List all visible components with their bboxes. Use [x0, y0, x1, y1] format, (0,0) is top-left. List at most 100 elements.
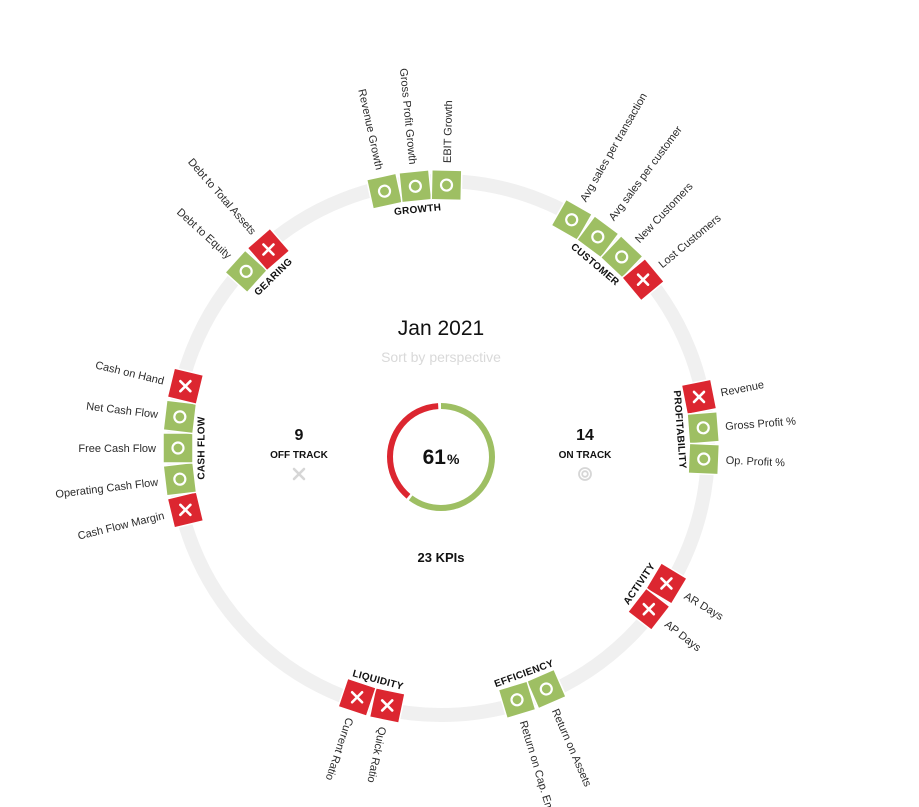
kpi-tile-revenue[interactable]: [680, 378, 718, 416]
group-label-cash-flow: CASH FLOW: [197, 416, 208, 480]
kpi-label-ar-days: AR Days: [682, 590, 726, 623]
group-growth: Revenue Growth Gross Profit Growth EBIT Gr…: [355, 68, 463, 218]
kpi-label-revenue: Revenue: [720, 379, 766, 399]
period-title: Jan 2021: [398, 317, 484, 340]
kpi-label-cash-flow-margin: Cash Flow Margin: [77, 510, 166, 543]
kpi-label-ebit-growth: EBIT Growth: [442, 100, 455, 163]
kpi-label-cash-on-hand: Cash on Hand: [94, 359, 165, 387]
kpi-tile-new-customers[interactable]: [599, 234, 644, 280]
kpi-status-tile: [599, 234, 644, 280]
kpi-label-debt-to-equity: Debt to Equity: [174, 206, 234, 262]
on-track-donut: [387, 403, 496, 511]
group-cash-flow: Cash Flow Margin Operating Cash Flow Free …: [55, 359, 208, 542]
donut-on-track-arc: [387, 403, 495, 511]
kpi-tile-ap-days[interactable]: [626, 587, 671, 632]
on-track-count: 14: [576, 427, 594, 444]
x-icon: [692, 390, 706, 404]
kpi-label-current-ratio: Current Ratio: [323, 716, 355, 782]
kpi-status-tile: [525, 668, 568, 710]
group-label-growth: GROWTH: [394, 202, 442, 218]
kpi-tile-quick-ratio[interactable]: [368, 686, 406, 725]
x-icon: [380, 699, 394, 712]
circle-icon: [173, 472, 187, 486]
kpi-label-gross-profit: Gross Profit %: [725, 416, 797, 433]
kpi-tile-avg-sales-per-transaction[interactable]: [550, 198, 594, 242]
circle-icon: [173, 410, 187, 424]
target-icon: [578, 467, 592, 481]
kpi-label-operating-cash-flow: Operating Cash Flow: [55, 477, 159, 501]
kpi-tile-avg-sales-per-customer[interactable]: [575, 214, 620, 259]
kpi-tile-current-ratio[interactable]: [337, 677, 378, 718]
circle-icon: [171, 441, 185, 455]
kpi-status-tile: [686, 410, 721, 445]
circle-icon: [408, 179, 422, 193]
kpi-tile-lost-customers[interactable]: [620, 257, 666, 302]
kpi-tile-operating-cash-flow[interactable]: [162, 461, 198, 497]
kpi-label-ap-days: AP Days: [662, 619, 703, 655]
donut-off-track-arc: [387, 403, 496, 511]
kpi-tile-gross-profit-growth[interactable]: [398, 169, 433, 204]
kpi-label-net-cash-flow: Net Cash Flow: [86, 401, 159, 421]
circle-icon: [591, 230, 605, 244]
kpi-status-tile: [365, 172, 404, 210]
kpi-label-lost-customers: Lost Customers: [657, 212, 724, 271]
kpi-tile-ebit-growth[interactable]: [430, 168, 463, 202]
circle-icon: [439, 178, 454, 192]
kpi-label-op-profit: Op. Profit %: [725, 455, 785, 469]
off-track-count: 9: [295, 427, 304, 444]
x-icon: [179, 379, 192, 393]
kpi-status-tile: [687, 442, 721, 476]
circle-icon: [539, 682, 553, 696]
sort-by-perspective-link[interactable]: Sort by perspective: [381, 349, 501, 365]
kpi-label-quick-ratio: Quick Ratio: [364, 726, 387, 784]
total-kpis-label: 23 KPIs: [418, 550, 465, 565]
kpi-status-tile: [398, 169, 433, 204]
x-icon: [262, 243, 275, 256]
x-icon: [292, 467, 306, 481]
circle-icon: [377, 184, 392, 198]
kpi-status-tile: [162, 461, 198, 497]
kpi-status-tile: [430, 168, 463, 202]
kpi-label-free-cash-flow: Free Cash Flow: [78, 443, 156, 455]
kpi-tile-ar-days[interactable]: [644, 561, 689, 606]
kpi-tile-cash-on-hand[interactable]: [166, 367, 205, 406]
circle-icon: [510, 693, 524, 707]
kpi-tile-return-on-cap-employed[interactable]: [497, 680, 537, 720]
kpi-status-tile: [550, 198, 594, 242]
kpi-tiles: Cash Flow Margin Operating Cash Flow Free …: [55, 68, 797, 807]
kpi-tile-op-profit[interactable]: [687, 442, 721, 476]
kpi-tile-debt-to-equity[interactable]: [223, 249, 269, 294]
kpi-tile-revenue-growth[interactable]: [365, 172, 404, 210]
circle-icon: [697, 452, 711, 466]
kpi-status-tile: [575, 214, 620, 259]
on-track-label: ON TRACK: [559, 450, 613, 461]
kpi-status-tile: [497, 680, 537, 720]
kpi-status-tile: [162, 399, 198, 435]
kpi-status-tile: [223, 249, 269, 294]
x-icon: [179, 503, 192, 517]
x-icon: [636, 273, 650, 286]
x-icon: [642, 602, 656, 616]
circle-icon: [696, 421, 710, 435]
circle-icon: [615, 250, 629, 264]
kpi-label-revenue-growth: Revenue Growth: [355, 88, 384, 171]
circle-icon: [239, 264, 253, 278]
circle-icon: [565, 213, 579, 227]
kpi-label-return-on-cap-employed: Return on Cap. Employed: [517, 719, 565, 807]
kpi-label-gross-profit-growth: Gross Profit Growth: [397, 68, 418, 165]
percent-on-track: 61%: [423, 446, 460, 469]
kpi-tile-debt-to-total-assets[interactable]: [246, 227, 291, 272]
kpi-tile-gross-profit[interactable]: [686, 410, 721, 445]
x-icon: [660, 577, 673, 590]
kpi-tile-return-on-assets[interactable]: [525, 668, 568, 710]
off-track-label: OFF TRACK: [270, 450, 329, 461]
kpi-tile-cash-flow-margin[interactable]: [166, 490, 205, 529]
x-icon: [350, 690, 364, 704]
kpi-tile-free-cash-flow[interactable]: [162, 432, 194, 464]
kpi-tile-net-cash-flow[interactable]: [162, 399, 198, 435]
